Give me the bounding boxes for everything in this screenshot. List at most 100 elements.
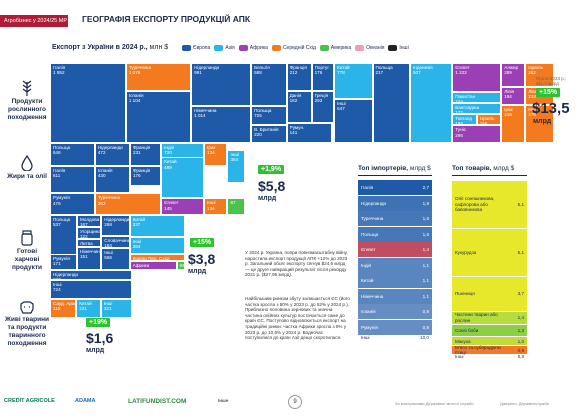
treemap-cell-name: Алжир <box>504 65 519 70</box>
treemap-cell-name: Інші <box>528 106 537 112</box>
goods-label: Кукурудза <box>455 249 477 255</box>
legend-item: Європа <box>182 45 210 51</box>
goods-label: М'ясо та субпродукти птиці <box>455 345 501 356</box>
importer-bar: Китай 1,1 <box>358 273 432 288</box>
treemap-cell-name: Франція <box>289 65 307 70</box>
importer-bar: Туреччина 1,6 <box>358 211 432 226</box>
treemap-cell-value: 171 <box>53 260 61 266</box>
treemap-cell: Пакистан 224 <box>452 91 502 103</box>
treemap-cell-name: Нідерланди <box>104 217 130 222</box>
importer-label: Єгипет <box>361 247 376 252</box>
treemap-cell-name: Франція <box>132 145 151 150</box>
treemap-cell-value: 556 <box>104 255 112 261</box>
importer-value: 1,1 <box>422 293 429 299</box>
treemap-cell: Сауд. Аравія118 <box>50 298 77 318</box>
treemap-cell-name: Туніс <box>455 127 466 133</box>
importer-value: 1,6 <box>422 231 429 237</box>
treemap-cell-name: Польща <box>375 65 393 70</box>
goods-bar: Пшениця 3,7 <box>452 275 527 311</box>
treemap-cell-name: Китай <box>79 300 92 306</box>
oils-growth-badge: +1,9% <box>258 165 285 174</box>
treemap-cell: Інші 724 <box>50 279 132 299</box>
goods-bar: Соєві боби 1,3 <box>452 323 527 337</box>
treemap-cell-name: Іспанія <box>97 168 113 174</box>
treemap-cell-name: Німеччина <box>194 108 217 114</box>
treemap-cell-name: Інші <box>337 101 346 106</box>
treemap-cell-name: Бельгія <box>254 65 270 70</box>
footer-note-right: Джерело: Держмитслужба <box>500 401 549 406</box>
plant-growth-badge: +15% <box>536 88 561 97</box>
category-animal: Живі тварини та продукти тваринного похо… <box>2 300 52 348</box>
importer-value: 1,4 <box>422 247 429 252</box>
treemap-cell-value: 646 <box>53 150 61 156</box>
treemap-cell: Туніс 296 <box>452 125 502 143</box>
treemap-cell-name: Іспанія <box>128 93 144 98</box>
treemap-cell-value: 1 952 <box>53 70 65 76</box>
treemap-cell-value: 537 <box>53 222 61 228</box>
treemap-plant: Італія 1 952 Туреччина 1 076 Нідерланди 991 Бе… <box>50 63 554 143</box>
animal-growth-badge: +19% <box>86 318 111 327</box>
importer-label: Інші <box>361 335 370 340</box>
treemap-cell-name: Єгипет <box>164 200 179 206</box>
importer-bar: Італія 2,7 <box>358 180 432 195</box>
treemap-cell-value: 725 <box>254 113 262 119</box>
treemap-cell-value: 1 014 <box>194 113 206 119</box>
importer-label: Румунія <box>361 324 378 330</box>
treemap-oils: Польща 646 Нідерланди 472 Франція 231 Італія 61… <box>50 143 245 215</box>
oil-drop-icon <box>21 155 33 171</box>
treemap-cell-name: Туреччина <box>128 65 152 70</box>
treemap-cell-name: Молдова <box>80 217 100 222</box>
treemap-cell-name: Сауд. Аравія <box>53 300 75 306</box>
treemap-cell: Греція 293 <box>311 91 335 123</box>
treemap-cell-value: 134 <box>207 205 215 211</box>
treemap-cell-value: 293 <box>314 98 323 104</box>
legend-label: Океанія <box>366 45 385 51</box>
importer-label: Італія <box>361 185 374 190</box>
treemap-cell-name: Країни Пер. Сход <box>132 255 170 261</box>
goods-title-rule <box>452 175 527 176</box>
treemap-cell: 66 <box>176 261 185 270</box>
treemap-cell: Франція 231 <box>129 143 162 167</box>
category-oils: Жири та олії <box>6 155 48 181</box>
goods-title-unit: млрд $ <box>493 165 515 172</box>
treemap-cell: Франція 176 <box>129 166 162 187</box>
treemap-cell-name: Ірак <box>207 145 216 150</box>
treemap-cell-value: 184 <box>104 243 112 248</box>
treemap-cell-name: Словаччина <box>104 237 130 243</box>
treemap-cell: Інші 556 <box>101 248 130 270</box>
treemap-cell: Франція 212 <box>286 63 312 91</box>
legend-label: Європа <box>193 45 211 51</box>
treemap-cell-value: 588 <box>254 70 262 76</box>
goods-bar: Макуха 1,0 <box>452 336 527 346</box>
importer-bar: Єгипет 1,4 <box>358 242 432 257</box>
treemap-cell: Нідерланди 472 <box>94 143 130 167</box>
treemap-cell: Інші 134 <box>204 198 228 215</box>
treemap-cell-value: 724 <box>53 286 61 292</box>
treemap-cell-value: 430 <box>97 173 106 179</box>
treemap-cell: Словаччина 184 <box>101 235 130 248</box>
treemap-cell-name: Китай <box>164 159 177 165</box>
treemap-cell: Румунія 171 <box>50 253 77 270</box>
treemap-cell-value: 268 <box>104 222 112 228</box>
treemap-cell: Данія 182 <box>286 91 312 123</box>
animal-total-unit: млрд <box>86 347 105 354</box>
legend-swatch <box>319 45 329 51</box>
edition-tag: Агробізнес у 2024/25 МР <box>0 15 68 27</box>
treemap-cell-value: 296 <box>455 132 463 138</box>
legend-swatch <box>238 45 248 51</box>
treemap-cell: Нідерланди237 <box>50 270 132 280</box>
treemap-cell-name: Африка <box>132 263 150 269</box>
treemap-cell-name: Інші <box>53 281 62 287</box>
jar-icon <box>21 230 33 246</box>
treemap-cell-name: Нідерланди <box>194 65 220 70</box>
treemap-cell: Інші 278 <box>525 104 554 143</box>
treemap-cell-value: 182 <box>289 98 298 104</box>
plant-total-unit: млрд <box>533 118 552 125</box>
treemap-cell-value: 1 076 <box>128 70 141 76</box>
treemap-cell-name: Інші <box>132 239 142 244</box>
treemap-cell-name: Нідерланди <box>53 272 78 277</box>
importer-label: Нідерланди <box>361 200 386 206</box>
treemap-cell-name: Туреччина <box>97 195 121 201</box>
treemap-cell-value: 278 <box>528 111 536 117</box>
treemap-cell-value: 224 <box>455 99 463 103</box>
